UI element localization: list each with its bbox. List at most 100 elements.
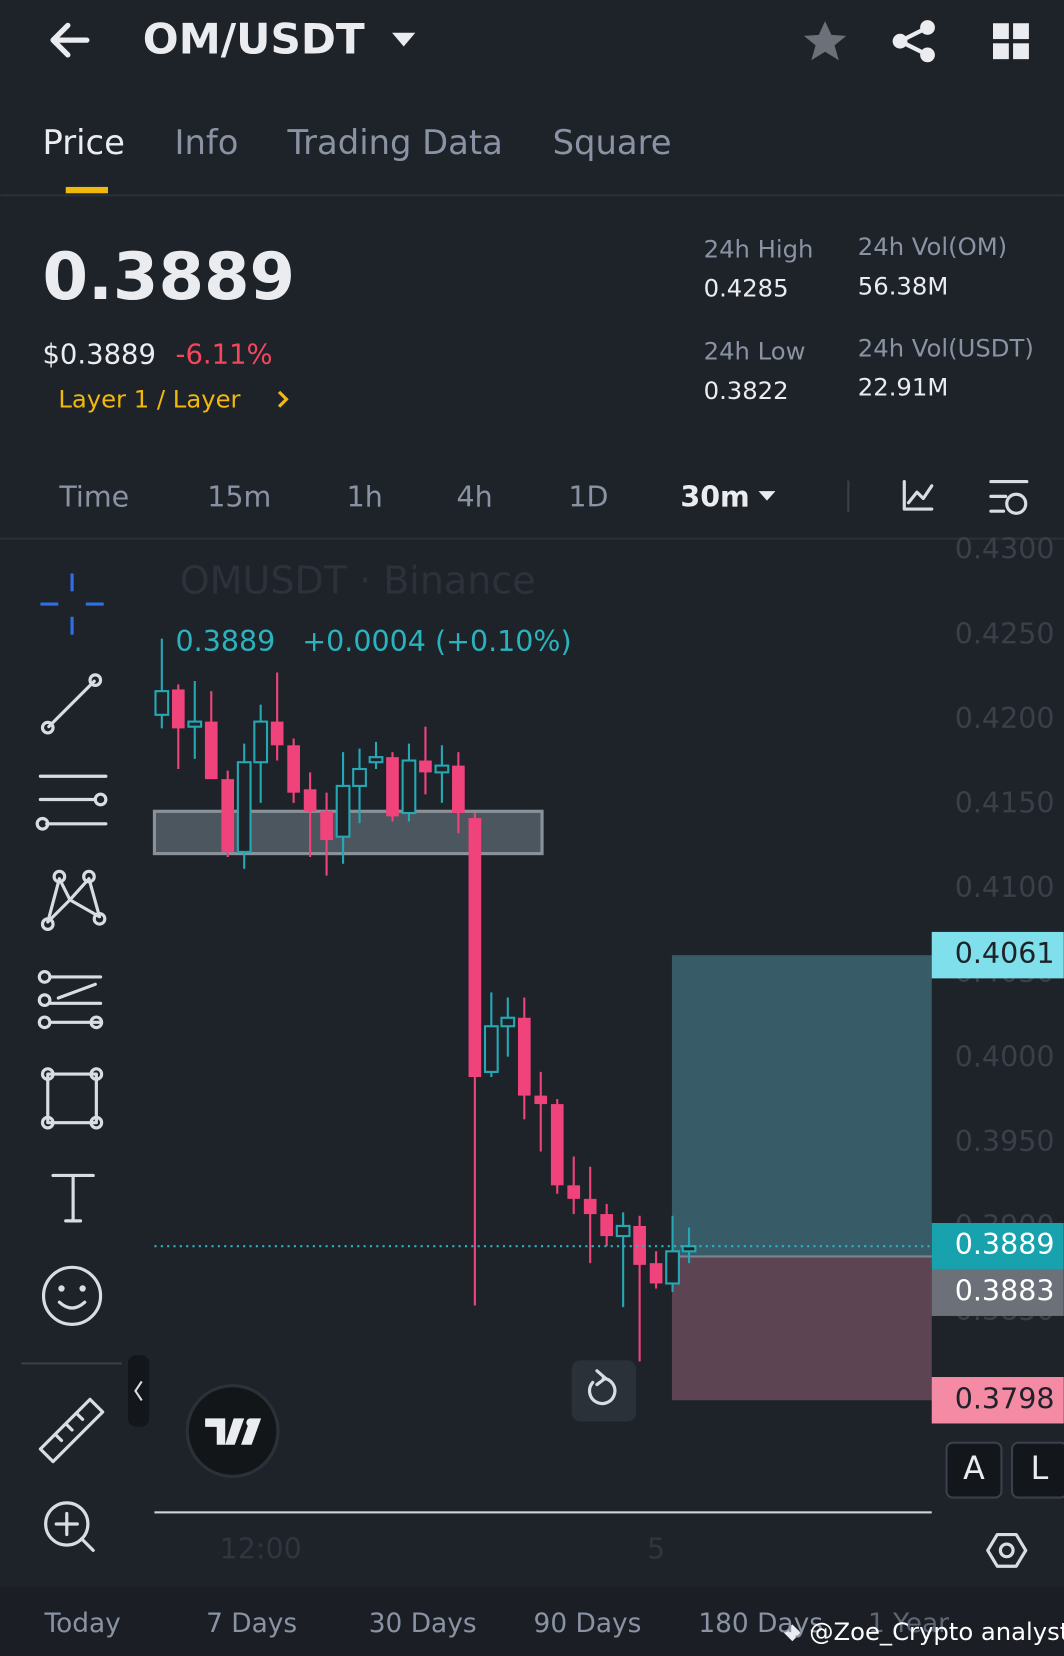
pair-title[interactable]: OM/USDT xyxy=(143,15,365,64)
divider xyxy=(0,194,1064,197)
candle-body xyxy=(615,1224,631,1238)
emoji-tool[interactable] xyxy=(41,1265,103,1326)
divider xyxy=(0,537,1064,540)
ruler-tool[interactable] xyxy=(38,1397,105,1464)
y-tick-label: 0.4300 xyxy=(955,533,1055,566)
interval-option[interactable]: 4h xyxy=(456,480,492,513)
range-option[interactable]: 180 Days xyxy=(698,1608,823,1639)
tradingview-logo[interactable] xyxy=(185,1384,280,1479)
price-label: 0.3798 xyxy=(955,1382,1055,1415)
candle-body xyxy=(665,1250,680,1285)
x-tick-label: 5 xyxy=(647,1532,665,1565)
pair-dropdown[interactable] xyxy=(392,32,416,47)
price-change: -6.11% xyxy=(176,339,273,370)
price-label-box xyxy=(931,1269,1064,1316)
reset-button[interactable] xyxy=(571,1360,637,1422)
candle-body xyxy=(534,1095,548,1105)
grid-menu[interactable] xyxy=(992,23,1029,60)
y-tick-label: 0.4250 xyxy=(955,617,1055,650)
share-button[interactable] xyxy=(892,20,935,63)
y-tick-label: 0.4100 xyxy=(955,871,1055,904)
crosshair-tool[interactable] xyxy=(40,573,104,635)
range-option[interactable]: 90 Days xyxy=(534,1608,642,1639)
candle-body xyxy=(335,784,351,838)
chart-title: OMUSDT · Binance xyxy=(180,558,536,602)
tab[interactable]: Trading Data xyxy=(287,123,503,162)
indicator-button[interactable] xyxy=(902,480,934,511)
range-option[interactable]: 7 Days xyxy=(206,1608,297,1639)
tag-chevron[interactable] xyxy=(277,390,289,408)
price-label-box xyxy=(931,1377,1064,1424)
tab[interactable]: Square xyxy=(553,123,672,162)
parallel-lines-tool[interactable] xyxy=(35,774,108,831)
range-option[interactable]: Today xyxy=(43,1608,120,1639)
text-tool[interactable] xyxy=(51,1173,95,1223)
axis-button[interactable] xyxy=(1010,1441,1064,1499)
candle-body xyxy=(368,756,384,764)
candle-body xyxy=(352,767,367,787)
sector-tag[interactable]: Layer 1 / Layer xyxy=(58,384,240,413)
stat-value: 0.4285 xyxy=(704,273,789,302)
favorite-star[interactable] xyxy=(803,21,847,61)
interval-option[interactable]: 1h xyxy=(347,480,383,513)
collapse-toolbar[interactable] xyxy=(128,1355,150,1427)
price-label-box xyxy=(931,1223,1064,1270)
candle-body xyxy=(221,779,235,852)
candle-body xyxy=(320,811,333,841)
axis-button-label[interactable]: L xyxy=(1031,1451,1049,1487)
axis-button-label[interactable]: A xyxy=(963,1451,985,1487)
y-tick-label: 0.3950 xyxy=(955,1125,1055,1158)
back-button[interactable] xyxy=(50,22,90,58)
toolbar-divider xyxy=(21,1362,122,1365)
candle-body xyxy=(419,760,432,773)
interval-option[interactable]: 1D xyxy=(568,480,608,513)
candle-body xyxy=(633,1225,646,1265)
price-label: 0.3883 xyxy=(955,1275,1055,1308)
price-label-box xyxy=(931,931,1064,979)
candle-body xyxy=(600,1214,614,1237)
candle-body xyxy=(171,689,185,729)
candle-body xyxy=(483,1025,499,1073)
fib-tool[interactable] xyxy=(37,970,104,1030)
candle-body xyxy=(187,720,203,728)
interval-option[interactable]: 30m xyxy=(680,480,749,513)
interval-option: Time xyxy=(58,480,129,513)
rectangle-tool[interactable] xyxy=(40,1067,104,1130)
usd-price: $0.3889 xyxy=(42,339,155,370)
legend-price: 0.3889 xyxy=(176,625,276,658)
separator xyxy=(847,480,850,513)
candle-body xyxy=(649,1263,663,1284)
y-tick-label: 0.4000 xyxy=(955,1040,1055,1073)
range-option[interactable]: 1 Year xyxy=(868,1608,949,1639)
candle-body xyxy=(500,1016,516,1028)
tab[interactable]: Price xyxy=(42,123,124,162)
zoom-tool[interactable] xyxy=(44,1501,95,1552)
tab-underline xyxy=(65,186,108,194)
axis-button[interactable] xyxy=(945,1441,1003,1499)
stat-label: 24h Vol(USDT) xyxy=(858,334,1034,363)
trendline-tool[interactable] xyxy=(40,673,103,735)
candle-body xyxy=(236,761,252,853)
candle-body xyxy=(204,721,218,780)
interval-option[interactable]: 15m xyxy=(207,480,271,513)
stat-label: 24h High xyxy=(704,234,814,263)
tab[interactable]: Info xyxy=(175,123,239,162)
legend-change: +0.0004 (+0.10%) xyxy=(302,625,571,658)
range-option[interactable]: 30 Days xyxy=(369,1608,477,1639)
stat-label: 24h Low xyxy=(704,337,806,366)
stop-loss-zone xyxy=(671,1256,932,1401)
candle-body xyxy=(681,1245,697,1253)
pattern-tool[interactable] xyxy=(40,869,107,931)
candle-body xyxy=(583,1198,597,1215)
interval-dropdown[interactable] xyxy=(758,491,776,501)
chart-settings-button[interactable] xyxy=(989,480,1029,515)
axis-settings[interactable] xyxy=(986,1532,1028,1568)
candle-body xyxy=(517,1017,531,1096)
candle-body xyxy=(468,818,482,1078)
candle-body xyxy=(287,745,300,793)
stat-value: 22.91M xyxy=(858,373,948,402)
candle-body xyxy=(567,1185,581,1199)
price-label: 0.4061 xyxy=(955,937,1055,970)
